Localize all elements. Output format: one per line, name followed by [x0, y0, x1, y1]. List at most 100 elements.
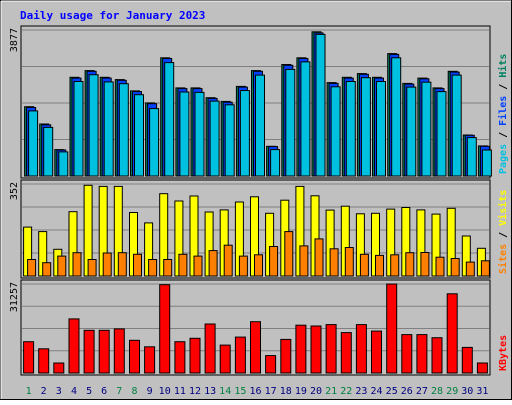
bar-kbytes-17	[265, 355, 277, 374]
bar-pages-22	[345, 81, 356, 177]
chart-title: Daily usage for January 2023	[20, 9, 205, 22]
y-max-label: 3877	[9, 28, 20, 52]
bar-pages-24	[376, 81, 386, 177]
bar-kbytes-25	[386, 283, 398, 374]
bar-pages-1	[28, 110, 39, 177]
series-label-part-1: /	[498, 126, 509, 144]
bar-sites-23	[359, 253, 369, 277]
bar-sites-24	[375, 254, 384, 277]
bar-sites-7	[117, 252, 127, 277]
bar-sites-5	[87, 259, 97, 277]
panel-middle: 352 Sites / Visits	[9, 179, 509, 279]
bar-kbytes-20	[310, 325, 322, 374]
bar-pages-30	[466, 137, 477, 177]
panel-series-label: Sites / Visits	[497, 190, 509, 274]
bar-kbytes-6	[98, 329, 110, 374]
x-tick-label-6: 6	[101, 386, 107, 397]
x-tick-label-27: 27	[416, 386, 428, 397]
bar-sites-20	[314, 238, 324, 277]
bar-kbytes-22	[340, 332, 352, 374]
x-tick-label-4: 4	[71, 386, 77, 397]
bar-kbytes-10	[159, 284, 171, 374]
x-tick-label-1: 1	[26, 386, 32, 397]
bar-sites-28	[435, 256, 445, 277]
bar-sites-12	[193, 255, 203, 277]
bar-kbytes-4	[68, 318, 80, 374]
x-tick-label-16: 16	[249, 386, 261, 397]
bar-kbytes-12	[189, 337, 201, 374]
bar-sites-6	[102, 252, 112, 277]
x-tick-label-11: 11	[174, 386, 186, 397]
bar-kbytes-18	[280, 338, 292, 374]
x-tick-label-19: 19	[295, 386, 307, 397]
bar-kbytes-14	[219, 344, 231, 374]
bar-pages-10	[164, 62, 175, 177]
panel-bottom: 31257 KBytes	[9, 279, 509, 376]
bar-kbytes-26	[401, 334, 413, 374]
bar-sites-18	[284, 231, 294, 277]
x-tick-label-18: 18	[280, 386, 292, 397]
x-axis: 1 2 3 4 5 6 7 8 9 10 11 12 13 14 15 16 17 18 19 20 21 22 23 24 2…	[26, 386, 489, 397]
panel-series-label: KBytes	[498, 335, 509, 371]
x-tick-label-21: 21	[325, 386, 337, 397]
series-label-part-2: Visits	[497, 190, 509, 226]
bar-pages-9	[149, 108, 160, 177]
series-label-part-0: Pages	[498, 144, 509, 174]
bar-kbytes-19	[295, 324, 307, 374]
bar-pages-7	[118, 83, 129, 177]
bar-pages-23	[360, 77, 371, 177]
bar-pages-19	[300, 61, 311, 177]
bar-pages-18	[285, 68, 296, 177]
bar-sites-15	[238, 255, 248, 277]
x-tick-label-31: 31	[476, 386, 488, 397]
bar-pages-26	[406, 86, 417, 177]
bar-sites-26	[405, 252, 415, 277]
bar-pages-20	[315, 33, 326, 177]
bar-sites-3	[57, 255, 67, 277]
bar-kbytes-8	[129, 339, 140, 374]
bar-pages-15	[239, 90, 250, 177]
x-tick-label-20: 20	[310, 386, 322, 397]
bar-sites-4	[72, 252, 82, 277]
x-tick-label-22: 22	[340, 386, 352, 397]
bar-kbytes-7	[113, 328, 125, 374]
bar-sites-1	[27, 259, 37, 277]
x-tick-label-12: 12	[189, 386, 201, 397]
bar-sites-21	[329, 248, 339, 277]
series-label-part-0: Sites	[497, 244, 509, 274]
bar-kbytes-24	[371, 330, 382, 374]
y-max-label: 31257	[9, 282, 20, 312]
bar-sites-11	[178, 253, 188, 277]
bar-pages-21	[330, 86, 341, 177]
x-tick-label-24: 24	[370, 386, 382, 397]
bar-pages-8	[134, 94, 144, 177]
bar-sites-17	[269, 246, 279, 277]
panel-series-label: Pages / Files / Hits	[497, 54, 509, 174]
bar-kbytes-28	[431, 337, 443, 374]
bar-kbytes-3	[53, 362, 65, 374]
bar-pages-29	[451, 74, 462, 177]
bar-sites-25	[390, 254, 400, 277]
bar-sites-31	[480, 260, 490, 277]
x-tick-label-14: 14	[219, 386, 231, 397]
x-tick-label-9: 9	[147, 386, 153, 397]
bar-pages-27	[421, 81, 432, 177]
bar-kbytes-15	[234, 336, 246, 374]
bar-kbytes-30	[461, 346, 473, 374]
bar-pages-12	[194, 91, 205, 177]
bar-sites-14	[223, 244, 233, 277]
bar-sites-8	[133, 253, 142, 277]
bar-kbytes-16	[250, 321, 261, 374]
x-tick-label-13: 13	[204, 386, 216, 397]
bar-sites-27	[420, 252, 430, 277]
x-tick-label-8: 8	[131, 386, 137, 397]
x-tick-label-15: 15	[234, 386, 246, 397]
series-label-part-3: /	[498, 78, 509, 96]
bar-kbytes-2	[38, 348, 50, 374]
bar-kbytes-23	[355, 324, 367, 374]
bar-pages-28	[436, 91, 447, 177]
x-tick-label-23: 23	[355, 386, 367, 397]
y-max-label: 352	[9, 182, 20, 200]
x-tick-label-3: 3	[56, 386, 62, 397]
